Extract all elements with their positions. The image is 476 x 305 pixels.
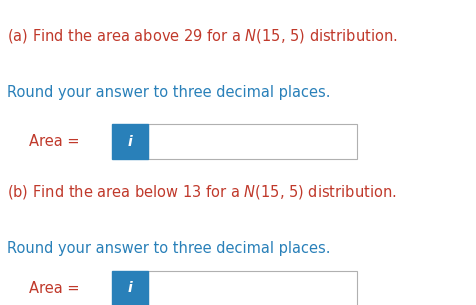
FancyBboxPatch shape [148,124,357,159]
Text: (a) Find the area above 29 for a $\mathit{N}$(15, 5) distribution.: (a) Find the area above 29 for a $\mathi… [7,27,397,45]
FancyBboxPatch shape [112,124,148,159]
Text: i: i [128,281,132,295]
Text: i: i [128,135,132,149]
Text: Round your answer to three decimal places.: Round your answer to three decimal place… [7,85,331,100]
FancyBboxPatch shape [112,271,148,305]
Text: Area =: Area = [29,134,84,149]
Text: (b) Find the area below 13 for a $\mathit{N}$(15, 5) distribution.: (b) Find the area below 13 for a $\mathi… [7,183,397,201]
Text: Round your answer to three decimal places.: Round your answer to three decimal place… [7,241,331,256]
Text: Area =: Area = [29,281,84,296]
FancyBboxPatch shape [148,271,357,305]
